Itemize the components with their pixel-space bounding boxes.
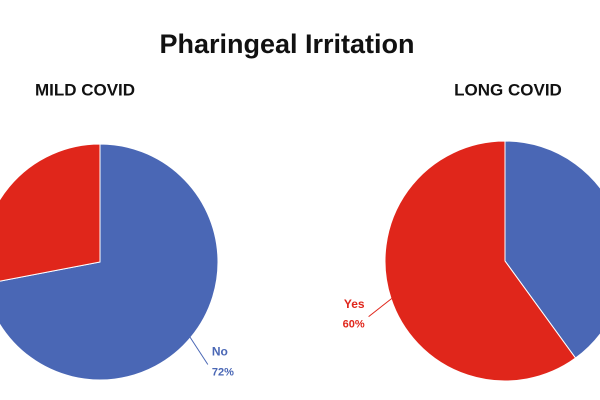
slice-label: No — [212, 345, 228, 359]
pie-slice — [0, 143, 101, 282]
pie-slice — [384, 140, 577, 382]
pie-slice — [0, 143, 219, 381]
leader-line — [188, 335, 209, 365]
leader-line — [368, 296, 394, 318]
pie-title: LONG COVID — [454, 80, 562, 99]
slice-value-label: 60% — [343, 319, 365, 331]
pie-slice — [504, 140, 600, 359]
chart-title: Pharingeal Irritation — [159, 29, 414, 59]
slice-label: Yes — [344, 297, 365, 311]
slice-value-label: 72% — [212, 366, 234, 378]
pie-title: MILD COVID — [35, 80, 135, 99]
